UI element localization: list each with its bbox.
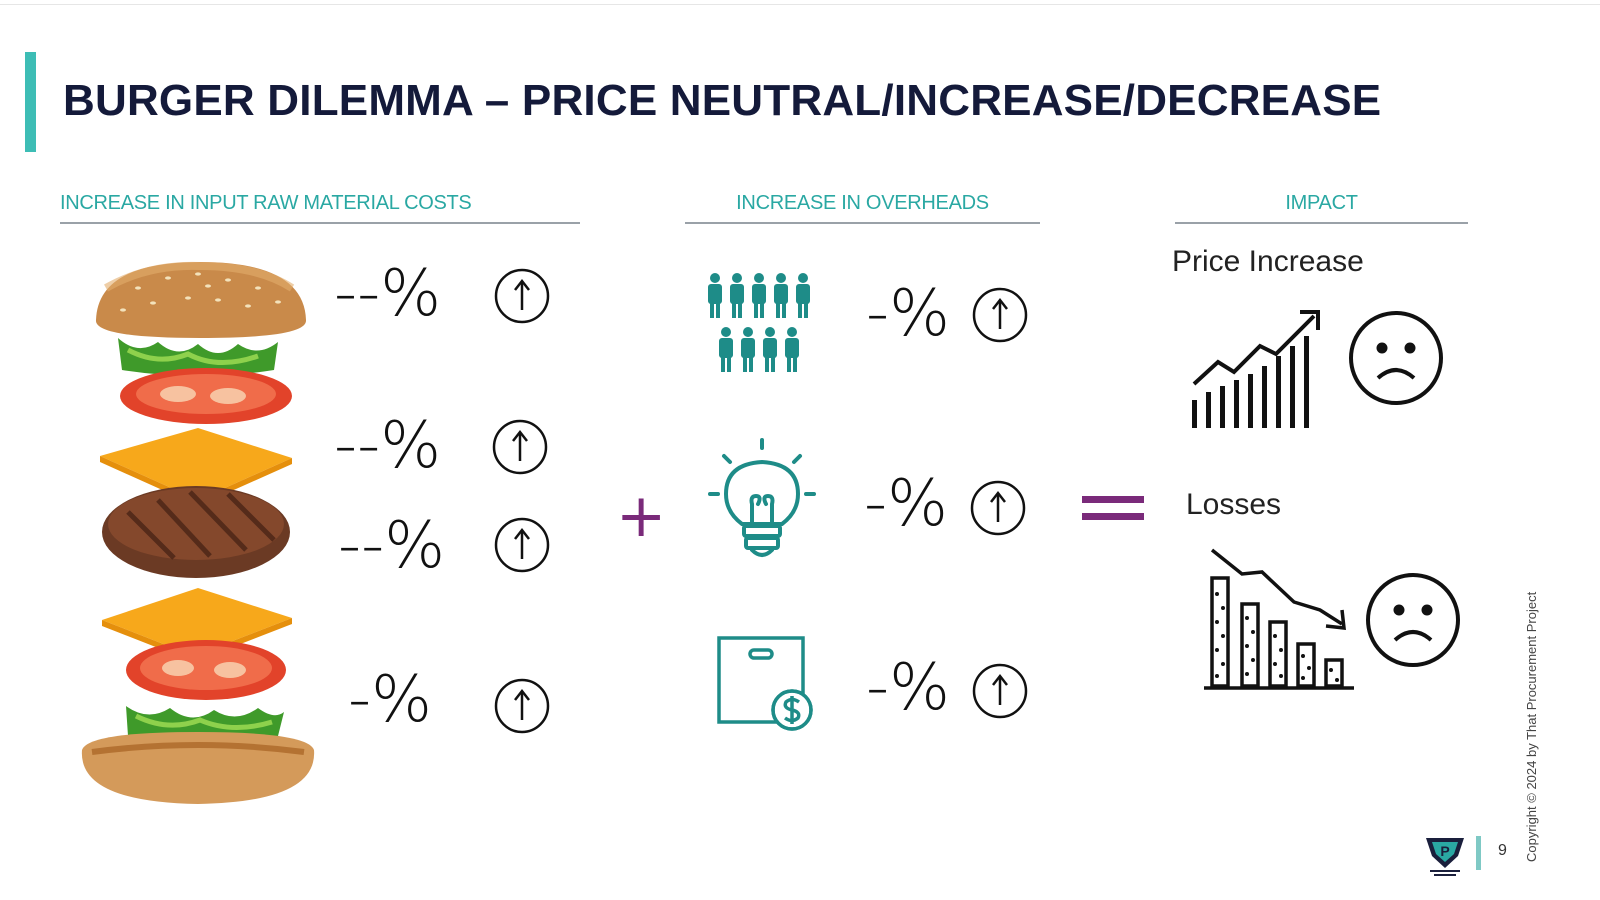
overheads-heading: INCREASE IN OVERHEADS (736, 192, 989, 214)
up-arrow-circle-icon (972, 287, 1028, 343)
overhead-change-3: -% (866, 651, 950, 725)
bun-top-image (95, 261, 307, 338)
up-arrow-circle-icon (972, 663, 1028, 719)
raw-change-3: --% (338, 509, 445, 583)
raw-materials-rule (60, 222, 580, 224)
footer-divider (1476, 836, 1481, 870)
svg-text:P: P (1440, 843, 1449, 859)
top-divider (0, 4, 1600, 5)
up-arrow-circle-icon (492, 419, 548, 475)
title-accent-bar (25, 52, 36, 152)
page-number: 9 (1498, 842, 1507, 859)
sad-face-icon (1365, 572, 1461, 668)
package-dollar-icon (716, 634, 818, 732)
lightbulb-icon (706, 438, 818, 566)
losses-label: Losses (1186, 488, 1282, 521)
up-arrow-circle-icon (494, 268, 550, 324)
impact-heading: IMPACT (1285, 192, 1358, 214)
raw-materials-heading: INCREASE IN INPUT RAW MATERIAL COSTS (60, 192, 472, 214)
brand-logo-icon: P (1422, 834, 1468, 878)
raw-change-2: --% (334, 409, 441, 483)
equals-operator (1082, 494, 1144, 524)
people-group-icon (706, 272, 818, 376)
slide-title: BURGER DILEMMA – PRICE NEUTRAL/INCREASE/… (63, 76, 1382, 125)
up-arrow-circle-icon (970, 480, 1026, 536)
overhead-change-1: -% (866, 277, 950, 351)
overheads-rule (685, 222, 1040, 224)
sad-face-icon (1348, 310, 1444, 406)
impact-rule (1175, 222, 1468, 224)
rising-chart-icon (1188, 306, 1324, 432)
falling-chart-icon (1202, 544, 1358, 692)
up-arrow-circle-icon (494, 678, 550, 734)
raw-change-1: --% (334, 257, 441, 331)
plus-operator: + (616, 481, 667, 551)
up-arrow-circle-icon (494, 517, 550, 573)
raw-change-4: -% (348, 663, 432, 737)
copyright-text: Copyright © 2024 by That Procurement Pro… (1524, 591, 1539, 862)
overhead-change-2: -% (864, 467, 948, 541)
burger-image (78, 258, 318, 808)
price-increase-label: Price Increase (1172, 245, 1364, 278)
